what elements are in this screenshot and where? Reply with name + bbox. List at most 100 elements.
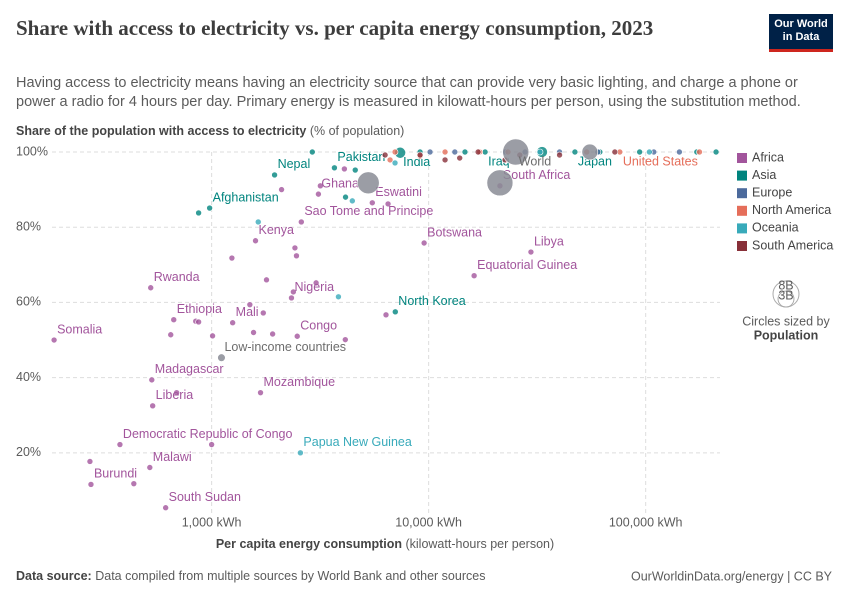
chart-subtitle: Having access to electricity means havin… [16,75,801,110]
point [293,252,300,260]
point [229,319,236,327]
point-label: United States [623,154,698,168]
point-label: Kenya [259,223,294,237]
point-label: Libya [534,234,564,248]
point-label: North Korea [398,294,465,308]
point [451,148,459,156]
point [712,148,720,156]
point [195,318,202,326]
point-label: World [519,154,551,168]
point [87,481,95,488]
point [167,331,175,339]
point [461,148,469,156]
point [298,218,305,226]
point-label: Rwanda [154,270,200,284]
point-label: Congo [300,319,337,333]
point [312,279,320,287]
legend-label: North America [752,203,831,217]
point [646,148,653,156]
point-label: Ghana [321,176,359,190]
point [392,308,399,316]
point [441,148,449,156]
point-label: Eswatini [375,185,422,199]
point [206,204,213,212]
point [386,156,394,164]
point [611,148,619,156]
legend-label: Oceania [752,221,799,235]
legend-label: South America [752,238,833,252]
point [170,316,178,324]
logo-text: in Data [782,31,820,43]
x-axis-label: Per capita energy consumption (kilowatt-… [216,537,554,551]
x-axis-title: Per capita energy consumption [216,537,402,551]
x-axis-unit: (kilowatt-hours per person) [405,537,554,551]
aggregate-point [486,169,514,197]
point [271,171,278,179]
point-label: Liberia [156,388,194,402]
point [341,165,348,173]
size-legend-label: 3B [778,288,793,302]
logo[interactable]: Our World in Data [769,14,833,52]
point [456,154,463,162]
point [331,164,338,172]
point-label: Pakistan [337,150,385,164]
size-legend-circle [777,290,795,308]
size-legend-variable: Population [754,328,819,342]
point [130,480,138,487]
legend-label: Europe [752,185,792,199]
point [209,332,216,340]
y-tick-label: 60% [16,295,41,309]
point [342,193,349,201]
point [342,336,349,343]
point [381,151,389,159]
point [250,329,257,336]
aggregate-point [502,138,530,166]
point [228,254,236,262]
point [147,284,155,292]
footer-source: Data source: Data compiled from multiple… [16,569,485,583]
point [349,197,356,205]
legend-swatch [737,153,747,163]
point [208,441,215,448]
footer-credit[interactable]: OurWorldinData.org/energy | CC BY [631,569,833,583]
point [252,237,259,245]
aggregate-point [581,143,599,161]
point [391,148,399,156]
point [636,148,643,156]
y-tick-label: 80% [16,220,41,234]
point [257,389,264,396]
legend-label: Africa [752,150,784,164]
point-label: Democratic Republic of Congo [123,427,293,441]
point-label: Botswana [427,225,482,239]
point-label: India [403,155,430,169]
y-axis-unit: (% of population) [310,124,405,138]
point [527,248,535,256]
point [148,376,156,384]
legend-swatch [737,188,747,199]
legend-swatch [737,223,747,234]
legend-label: Asia [752,168,776,182]
legend-swatch [737,205,747,216]
y-tick-label: 100% [16,144,48,158]
point [416,151,424,159]
point [290,288,297,296]
point [149,402,156,410]
point-label: Mali [236,305,259,319]
point [696,148,703,156]
point [351,166,359,174]
y-axis-label: Share of the population with access to e… [16,124,404,138]
point [536,148,544,156]
point-label: Somalia [57,322,102,336]
point [291,244,299,252]
y-axis-title: Share of the population with access to e… [16,124,306,138]
point-label: Nigeria [294,280,334,294]
point [278,186,285,193]
legend-swatch [737,241,747,251]
point [146,464,154,471]
point [288,294,295,302]
point-label: Afghanistan [213,190,279,204]
point [335,293,342,301]
aggregate-point [357,171,380,195]
